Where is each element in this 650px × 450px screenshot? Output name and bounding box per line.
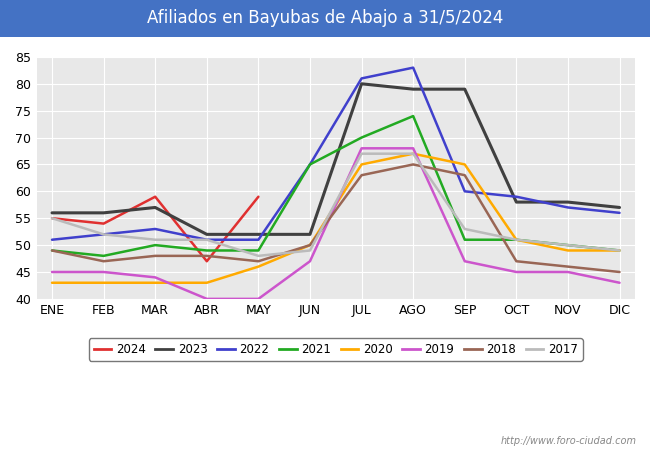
Text: Afiliados en Bayubas de Abajo a 31/5/2024: Afiliados en Bayubas de Abajo a 31/5/202… (147, 9, 503, 27)
Text: http://www.foro-ciudad.com: http://www.foro-ciudad.com (501, 436, 637, 446)
Legend: 2024, 2023, 2022, 2021, 2020, 2019, 2018, 2017: 2024, 2023, 2022, 2021, 2020, 2019, 2018… (89, 338, 582, 361)
